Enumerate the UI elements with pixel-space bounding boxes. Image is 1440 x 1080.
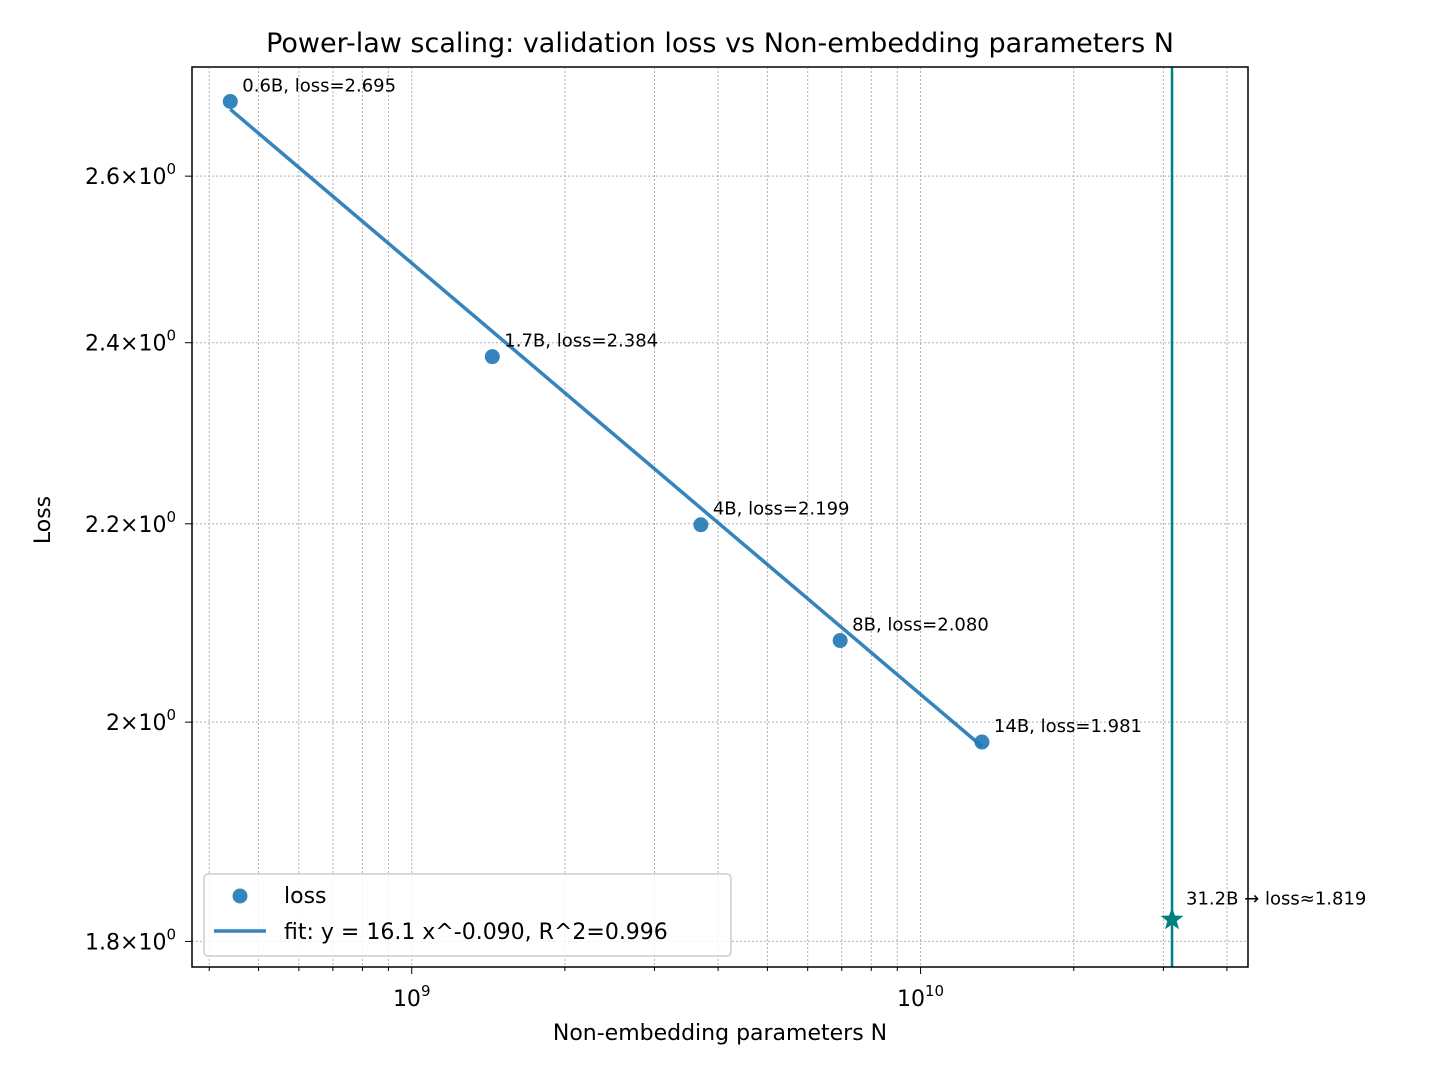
fit-line (229, 108, 984, 748)
prediction-layer: 31.2B → loss≈1.819 (1160, 67, 1366, 967)
legend: loss fit: y = 16.1 x^-0.090, R^2=0.996 (203, 873, 732, 957)
legend-scatter-marker (232, 888, 248, 904)
y-tick-label: 2.6×100 (85, 160, 176, 190)
data-point-label: 14B, loss=1.981 (994, 716, 1142, 737)
y-tick-label: 2.2×100 (85, 508, 176, 538)
data-point (974, 734, 990, 750)
x-axis-label: Non-embedding parameters N (553, 1021, 887, 1046)
x-tick-label: 109 (393, 982, 431, 1012)
y-axis-ticks: 1.8×100 2×100 2.2×100 2.4×100 2.6×100 (85, 160, 192, 955)
grid (192, 67, 1248, 967)
data-point-label: 0.6B, loss=2.695 (242, 75, 396, 96)
legend-label-loss: loss (284, 884, 327, 909)
y-tick-label: 2×100 (106, 706, 176, 736)
plot-frame (191, 66, 1249, 968)
legend-box (203, 873, 732, 957)
data-point (693, 517, 709, 533)
y-axis-label: Loss (31, 496, 56, 544)
prediction-label: 31.2B → loss≈1.819 (1186, 889, 1366, 910)
x-axis-ticks: 109 1010 (208, 967, 1228, 1012)
data-point-label: 1.7B, loss=2.384 (504, 331, 658, 352)
data-point-label: 8B, loss=2.080 (852, 615, 989, 636)
y-tick-label: 1.8×100 (85, 925, 176, 955)
data-point-label: 4B, loss=2.199 (713, 499, 850, 520)
prediction-star-marker (1160, 907, 1184, 930)
data-point (222, 93, 238, 109)
fit-line-layer (229, 108, 984, 748)
data-point (484, 349, 500, 365)
legend-label-fit: fit: y = 16.1 x^-0.090, R^2=0.996 (284, 920, 668, 945)
chart-title: Power-law scaling: validation loss vs No… (266, 28, 1174, 59)
x-tick-label: 1010 (897, 982, 944, 1012)
data-point (832, 633, 848, 649)
data-points-layer: 0.6B, loss=2.695 1.7B, loss=2.384 4B, loss… (222, 75, 1142, 750)
y-tick-label: 2.4×100 (85, 327, 176, 357)
